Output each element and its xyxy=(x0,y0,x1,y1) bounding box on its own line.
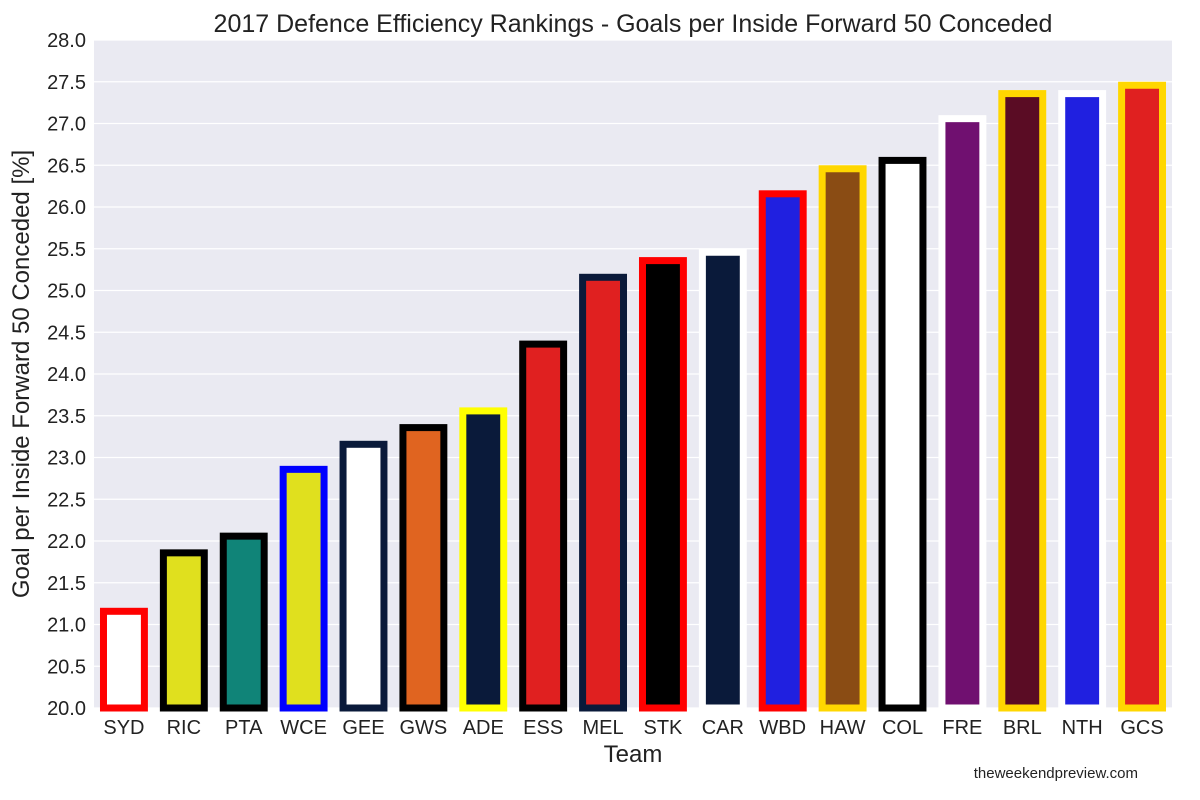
x-tick-label-gcs: GCS xyxy=(1120,717,1163,739)
x-tick-label-haw: HAW xyxy=(820,717,866,739)
y-tick-label: 21.0 xyxy=(47,615,86,637)
y-tick-label: 23.5 xyxy=(47,406,86,428)
x-tick-label-brl: BRL xyxy=(1003,717,1042,739)
y-tick-labels: 20.0 20.5 21.0 21.5 22.0 22.5 23.0 23.5 24.0 24.5… xyxy=(47,30,86,720)
bar-ric xyxy=(159,549,208,712)
x-tick-label-fre: FRE xyxy=(942,717,982,739)
y-tick-label: 27.5 xyxy=(47,72,86,94)
bar-fre xyxy=(938,115,987,712)
x-tick-label-gws: GWS xyxy=(399,717,447,739)
x-tick-label-mel: MEL xyxy=(582,717,623,739)
bar-mel xyxy=(579,273,628,712)
bar-car xyxy=(698,248,747,712)
bar-haw xyxy=(818,165,867,712)
y-tick-label: 27.0 xyxy=(47,114,86,136)
x-tick-labels: SYD RIC PTA WCE GEE GWS ADE ESS MEL STK CAR WBD HAW C… xyxy=(103,717,1163,739)
bar-wce xyxy=(279,465,328,712)
x-tick-label-syd: SYD xyxy=(103,717,144,739)
bar-stk xyxy=(638,257,687,712)
x-tick-label-wbd: WBD xyxy=(759,717,806,739)
bar-nth xyxy=(1058,90,1107,712)
y-tick-label: 21.5 xyxy=(47,573,86,595)
y-tick-label: 25.5 xyxy=(47,239,86,261)
y-tick-label: 26.5 xyxy=(47,155,86,177)
x-tick-label-ade: ADE xyxy=(463,717,504,739)
y-tick-label: 20.5 xyxy=(47,656,86,678)
grid-lines xyxy=(94,39,1172,709)
bar-ade xyxy=(459,407,508,712)
y-tick-label: 22.0 xyxy=(47,531,86,553)
bar-col xyxy=(878,156,927,712)
y-tick-label: 25.0 xyxy=(47,281,86,303)
bars xyxy=(99,81,1167,712)
x-tick-label-stk: STK xyxy=(643,717,683,739)
x-tick-label-col: COL xyxy=(882,717,923,739)
bar-syd xyxy=(99,607,148,712)
bar-brl xyxy=(998,90,1047,712)
x-tick-label-ric: RIC xyxy=(167,717,201,739)
x-axis-title: Team xyxy=(604,741,663,768)
x-tick-label-wce: WCE xyxy=(280,717,327,739)
chart-title: 2017 Defence Efficiency Rankings - Goals… xyxy=(214,10,1053,38)
bar-gcs xyxy=(1118,81,1167,712)
bar-pta xyxy=(219,532,268,712)
x-tick-label-ess: ESS xyxy=(523,717,563,739)
bar-wbd xyxy=(758,190,807,712)
x-tick-label-car: CAR xyxy=(702,717,744,739)
y-tick-label: 26.0 xyxy=(47,197,86,219)
x-tick-label-nth: NTH xyxy=(1062,717,1103,739)
x-tick-label-gee: GEE xyxy=(342,717,384,739)
bar-gee xyxy=(339,440,388,712)
bar-ess xyxy=(519,340,568,712)
y-tick-label: 24.5 xyxy=(47,322,86,344)
source-credit: theweekendpreview.com xyxy=(973,765,1138,782)
x-tick-label-pta: PTA xyxy=(225,717,263,739)
y-tick-label: 23.0 xyxy=(47,448,86,470)
y-tick-label: 24.0 xyxy=(47,364,86,386)
bar-gws xyxy=(399,424,448,712)
y-tick-label: 20.0 xyxy=(47,698,86,720)
y-tick-label: 28.0 xyxy=(47,30,86,52)
y-axis-title: Goal per Inside Forward 50 Conceded [%] xyxy=(8,150,35,598)
y-tick-label: 22.5 xyxy=(47,489,86,511)
